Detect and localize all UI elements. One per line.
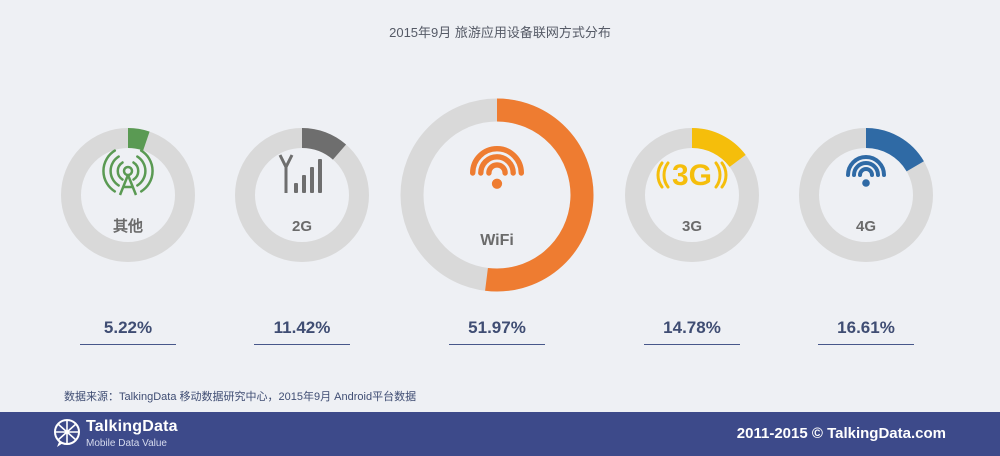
talkingdata-logo-icon xyxy=(54,419,80,447)
3g-icon: 3G xyxy=(656,159,728,192)
donut-label: 3G xyxy=(682,218,702,235)
value-underline xyxy=(644,344,740,345)
signal-bars-icon xyxy=(278,154,322,193)
donut-2g: 2G xyxy=(235,128,369,262)
copyright: 2011-2015 © TalkingData.com xyxy=(736,425,946,442)
donut-chart: 其他 2G WiFi 3G 3G 4G xyxy=(61,98,933,292)
footer-bar: TalkingData Mobile Data Value 2011-2015 … xyxy=(0,412,1000,456)
donut-4g: 4G xyxy=(799,128,933,262)
data-source-note: 数据来源：TalkingData 移动数据研究中心，2015年9月 Androi… xyxy=(64,391,417,403)
donut-other: 其他 xyxy=(61,128,195,262)
donut-label: 2G xyxy=(292,218,312,235)
donut-segment xyxy=(301,128,347,160)
value-2g: 11.42% xyxy=(273,318,331,337)
donut-segment xyxy=(127,128,150,151)
donut-segment xyxy=(485,98,594,292)
value-underline xyxy=(80,344,176,345)
value-3g: 14.78% xyxy=(663,318,721,337)
value-other: 5.22% xyxy=(103,318,153,337)
value-underline xyxy=(449,344,545,345)
wifi-icon xyxy=(470,146,524,189)
brand-tagline: Mobile Data Value xyxy=(86,438,167,449)
donut-label: 4G xyxy=(856,218,876,235)
value-4g: 16.61% xyxy=(837,318,895,337)
donut-label: WiFi xyxy=(480,232,514,249)
brand-name: TalkingData xyxy=(86,418,178,435)
donut-label: 其他 xyxy=(113,217,143,235)
value-underline xyxy=(254,344,350,345)
donut-wifi: WiFi xyxy=(400,98,594,292)
4g-wifi-icon xyxy=(846,155,886,187)
value-wifi: 51.97% xyxy=(468,318,526,337)
value-underline xyxy=(818,344,914,345)
donut-3g: 3G 3G xyxy=(625,128,759,262)
chart-title: 2015年9月 旅游应用设备联网方式分布 xyxy=(389,25,611,40)
donut-segment xyxy=(691,128,746,168)
svg-text:3G: 3G xyxy=(672,159,712,192)
antenna-broadcast-icon xyxy=(102,149,154,196)
donut-segment xyxy=(865,128,924,172)
